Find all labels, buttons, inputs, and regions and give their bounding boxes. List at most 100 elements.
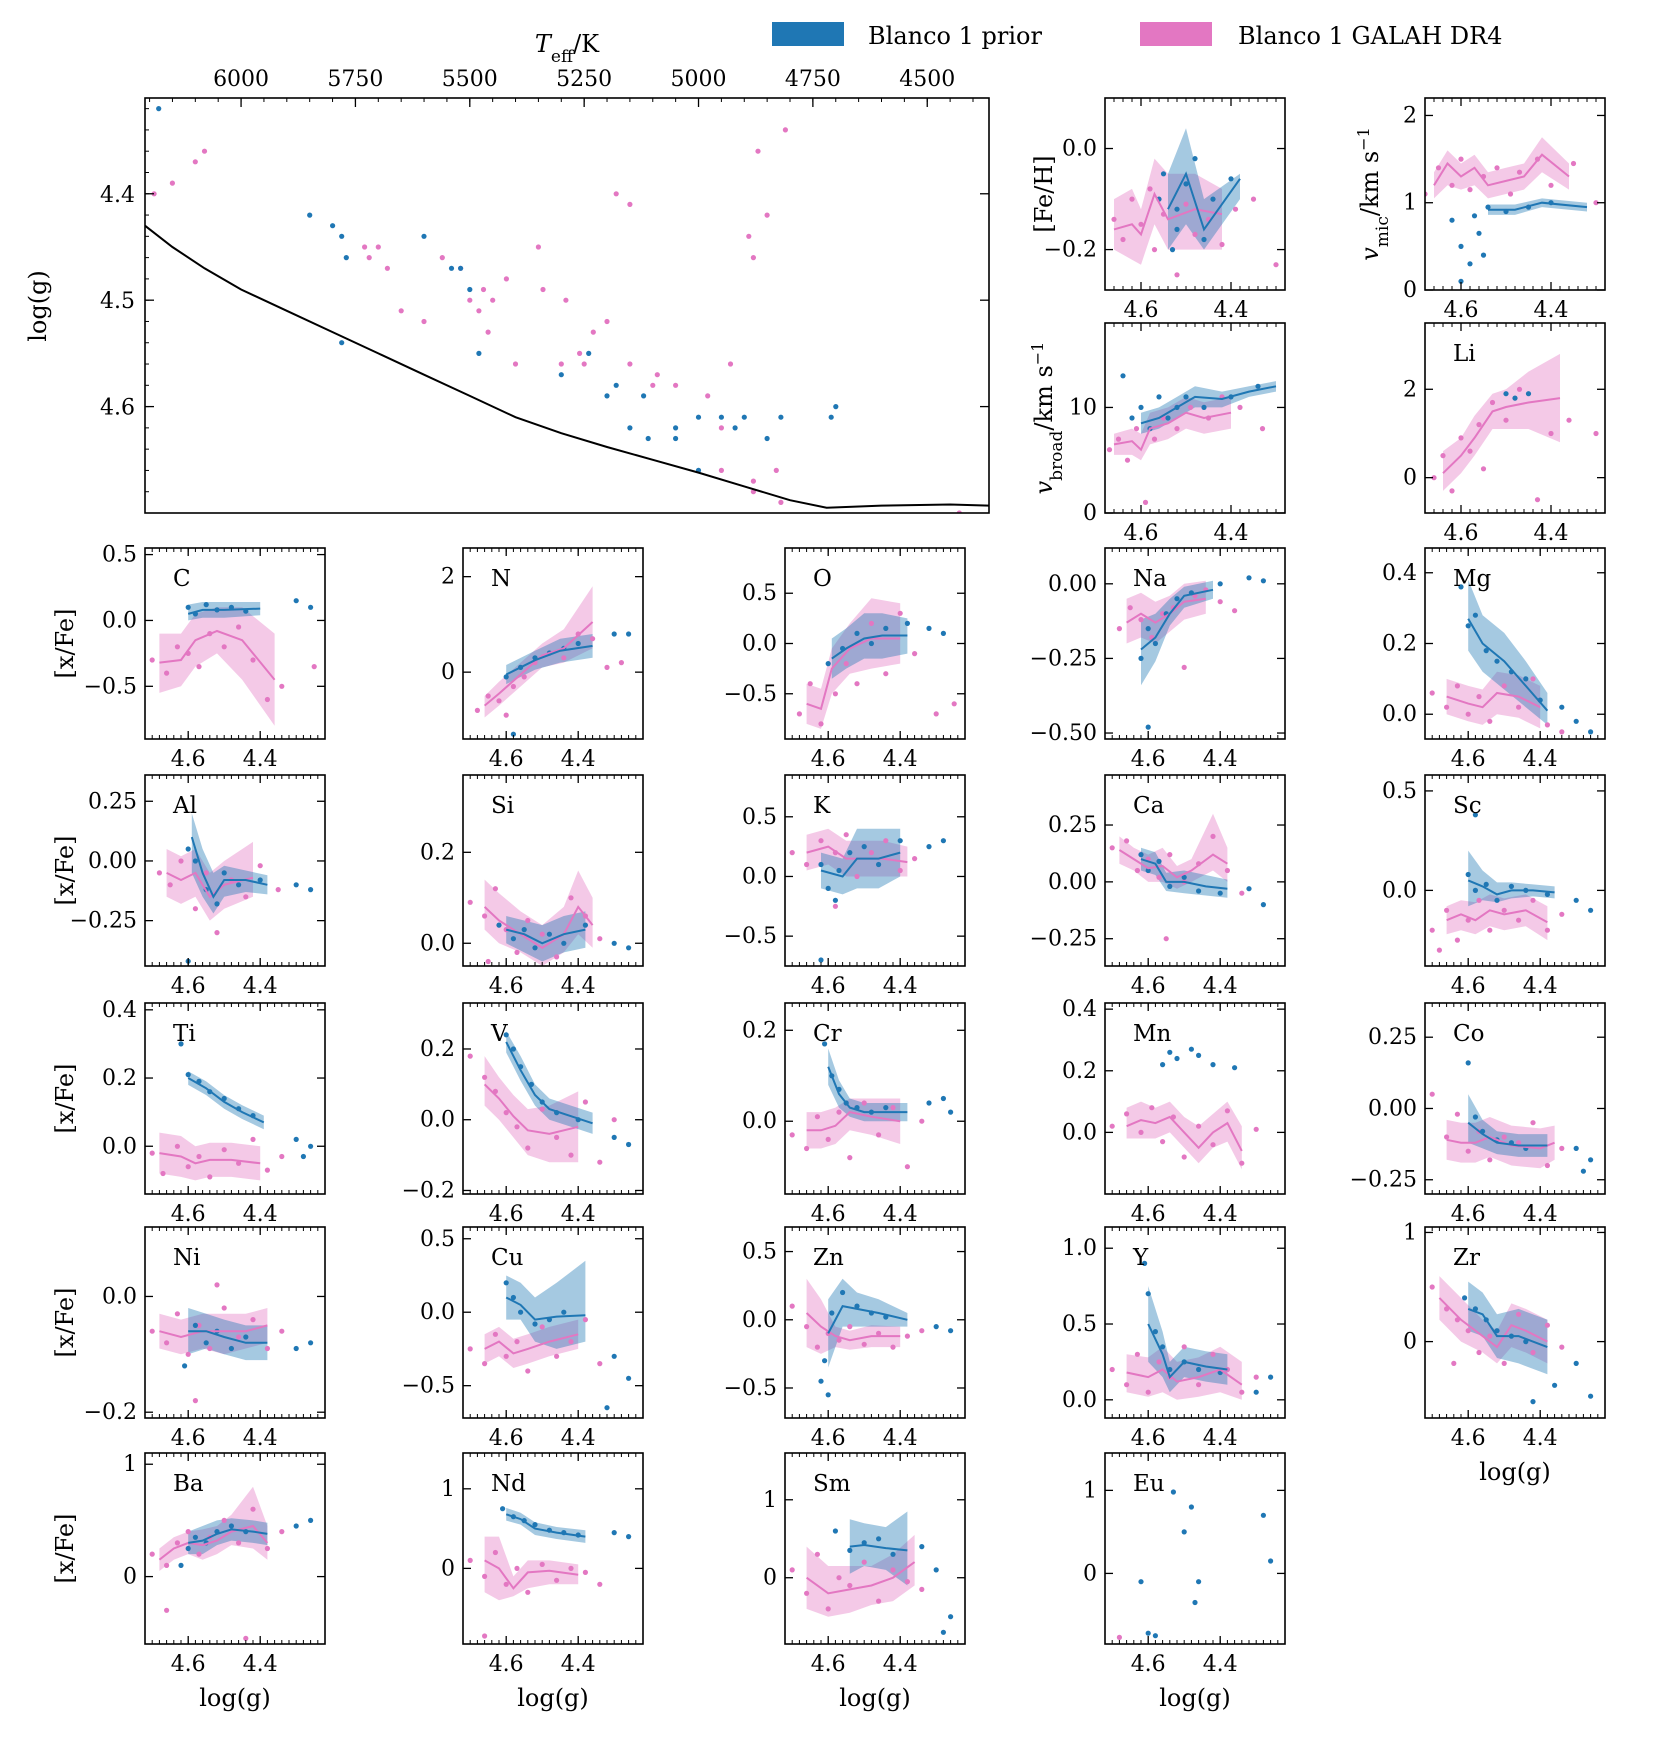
y-tick-label: −0.25 [1030, 646, 1097, 671]
prior-band [1468, 1281, 1548, 1375]
x-axis-label: log(g) [517, 1684, 589, 1712]
plot-area [789, 828, 947, 963]
prior-point [582, 922, 589, 928]
prior-point [1196, 888, 1202, 894]
panel-Nd: 0 1 4.6 4.4 Nd log(g) [441, 1452, 644, 1712]
prior-point [626, 945, 632, 951]
prior-line [1140, 858, 1228, 890]
prior-band [506, 634, 593, 685]
galah-line [805, 1312, 901, 1342]
galah-point [843, 661, 849, 667]
prior-point [1196, 1052, 1202, 1058]
legend: Blanco 1 prior Blanco 1 GALAH DR4 [772, 22, 1502, 50]
galah-point [804, 1145, 810, 1152]
prior-line [1140, 385, 1277, 425]
prior-point [532, 1522, 538, 1528]
galah-point [540, 286, 546, 293]
prior-point [503, 674, 509, 680]
plot-area [1106, 373, 1277, 505]
prior-line [1467, 1307, 1548, 1349]
prior-point [203, 1340, 209, 1346]
prior-point [861, 1540, 867, 1546]
prior-point [847, 850, 853, 856]
galah-point [1570, 160, 1577, 167]
galah-line [159, 1324, 268, 1339]
panel-N: 0 2 4.6 4.4 N [441, 547, 644, 772]
element-label-K: K [813, 793, 831, 819]
axes-frame [784, 1002, 966, 1195]
x-tick-label: 4.4 [243, 1202, 278, 1227]
prior-point [1210, 1062, 1216, 1068]
legend-galah-swatch [1140, 22, 1212, 46]
galah-line [159, 1152, 261, 1165]
galah-point [1516, 386, 1523, 392]
prior-point [521, 927, 527, 933]
galah-point [1566, 417, 1572, 423]
galah-point [480, 286, 487, 293]
panels: 4.4 4.5 4.6 6000 5750 5500 5250 5000 4750 4500 Tef… [24, 30, 1606, 1712]
plot-area [1109, 1260, 1274, 1400]
y-tick-label: 0.0 [1062, 1120, 1097, 1145]
galah-point [1210, 1351, 1216, 1357]
prior-point [1174, 206, 1180, 212]
prior-point [933, 1567, 939, 1573]
galah-point [196, 664, 202, 670]
y-tick-label: −0.5 [402, 1374, 455, 1399]
prior-point [1145, 724, 1151, 730]
galah-point [525, 1145, 531, 1151]
galah-point [897, 610, 903, 616]
galah-point [554, 1353, 560, 1359]
panel-Sm: 0 1 4.6 4.4 Sm log(g) [763, 1452, 966, 1712]
element-label-N: N [491, 566, 511, 592]
prior-point [1174, 1055, 1180, 1062]
galah-band [159, 1132, 261, 1181]
galah-point [1163, 936, 1169, 942]
galah-point [512, 361, 519, 367]
galah-point [1559, 729, 1565, 735]
prior-point [611, 1530, 617, 1536]
prior-band [831, 613, 908, 679]
y-tick-label: 4.4 [100, 183, 135, 208]
galah-point [1487, 718, 1493, 724]
prior-band [849, 1511, 908, 1586]
prior-point [732, 425, 738, 431]
prior-point [1476, 230, 1482, 236]
galah-point [236, 1160, 242, 1166]
galah-point [789, 1567, 795, 1573]
element-label-Co: Co [1453, 1021, 1484, 1047]
axes-frame [144, 1226, 326, 1419]
prior-point [940, 1095, 947, 1102]
plot-area [1429, 579, 1594, 735]
galah-line [1446, 1135, 1555, 1150]
galah-point [807, 681, 813, 687]
galah-point [1507, 191, 1514, 197]
galah-point [890, 1567, 896, 1573]
galah-point [1476, 694, 1482, 700]
x-tick-label: 4.4 [1523, 974, 1558, 999]
galah-point [558, 361, 564, 367]
prior-point [192, 1322, 198, 1328]
galah-point [778, 499, 784, 505]
galah-point [1151, 436, 1158, 442]
prior-point [448, 265, 455, 271]
top-tick-label: 4750 [785, 67, 841, 92]
prior-point [1192, 1599, 1198, 1606]
prior-point [308, 887, 314, 893]
element-label-Y: Y [1132, 1245, 1149, 1271]
plot-area [1116, 575, 1266, 730]
galah-point [1124, 1111, 1130, 1117]
x-tick-label: 4.4 [1214, 298, 1249, 323]
prior-point [613, 382, 619, 388]
galah-point [221, 644, 227, 650]
prior-point [1201, 236, 1207, 243]
y-tick-label: 0.5 [742, 805, 777, 830]
prior-point [1183, 181, 1189, 187]
prior-point [883, 1105, 889, 1111]
galah-point [1111, 216, 1117, 222]
prior-point [673, 425, 679, 431]
galah-point [847, 1155, 853, 1161]
prior-band [1488, 198, 1587, 215]
element-label-Ba: Ba [173, 1471, 204, 1497]
prior-point [330, 223, 336, 229]
galah-point [1476, 422, 1482, 428]
